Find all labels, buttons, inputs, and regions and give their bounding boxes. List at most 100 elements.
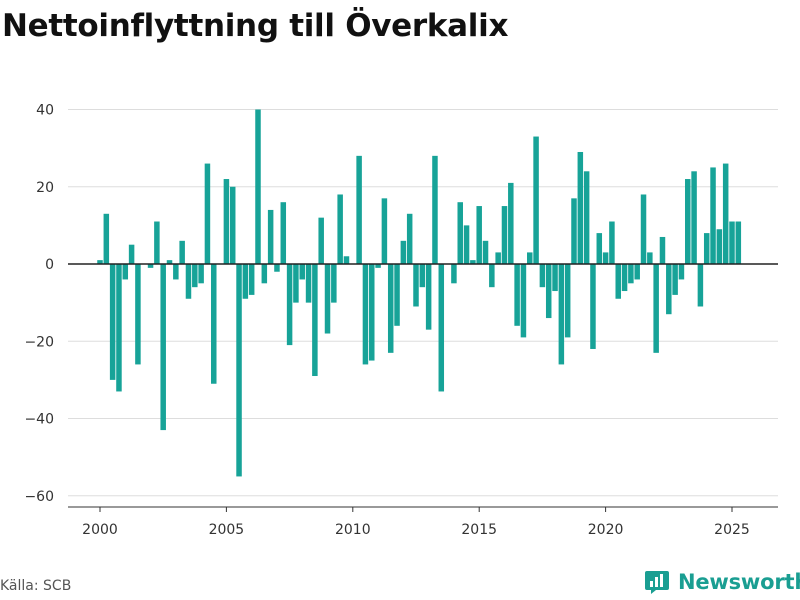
bar bbox=[229, 186, 236, 264]
bar bbox=[476, 206, 482, 264]
bar bbox=[356, 155, 362, 264]
bar bbox=[381, 198, 388, 264]
bar bbox=[280, 202, 287, 264]
bar bbox=[223, 179, 230, 264]
bar bbox=[400, 240, 407, 264]
gridlines bbox=[68, 109, 778, 497]
bar bbox=[508, 182, 514, 264]
bar bbox=[369, 264, 375, 361]
bar bbox=[179, 240, 185, 264]
bar bbox=[211, 264, 217, 384]
bar bbox=[425, 264, 432, 330]
bar bbox=[697, 264, 704, 307]
bar bbox=[710, 167, 716, 264]
bar bbox=[103, 213, 110, 264]
bar bbox=[331, 264, 337, 303]
bar bbox=[495, 252, 501, 264]
bar bbox=[539, 264, 546, 288]
bar bbox=[432, 155, 438, 264]
brand-name: Newsworthy bbox=[678, 570, 800, 594]
bar bbox=[116, 264, 122, 392]
bar bbox=[571, 198, 577, 264]
bar bbox=[173, 264, 179, 280]
y-tick-label: 0 bbox=[45, 257, 54, 273]
bars bbox=[97, 109, 742, 477]
bar bbox=[286, 264, 293, 346]
y-tick-label: 40 bbox=[36, 103, 54, 119]
bar bbox=[293, 264, 299, 303]
bar bbox=[552, 264, 558, 292]
bar bbox=[703, 233, 710, 264]
chart-title: Nettoinflyttning till Överkalix bbox=[2, 8, 509, 44]
bar bbox=[135, 264, 141, 365]
bar bbox=[634, 264, 640, 280]
bar bbox=[577, 151, 584, 264]
bar bbox=[147, 264, 154, 268]
bar bbox=[160, 264, 166, 431]
x-tick-label: 2015 bbox=[461, 522, 497, 538]
bar bbox=[457, 202, 463, 264]
bar bbox=[596, 233, 603, 264]
bar bbox=[312, 264, 318, 377]
bar bbox=[628, 264, 634, 284]
bar bbox=[735, 221, 742, 264]
bar bbox=[109, 264, 116, 380]
y-tick-label: −60 bbox=[24, 489, 54, 505]
newsworthy-logo-icon bbox=[645, 571, 669, 594]
bar bbox=[615, 264, 621, 299]
bar bbox=[533, 136, 539, 264]
bar bbox=[647, 252, 653, 264]
x-tick-label: 2020 bbox=[588, 522, 624, 538]
bar bbox=[255, 109, 261, 264]
source-note: Källa: SCB bbox=[0, 578, 72, 594]
x-tick-label: 2010 bbox=[335, 522, 371, 538]
bar bbox=[375, 264, 381, 268]
bar bbox=[722, 163, 729, 264]
bar bbox=[362, 264, 369, 365]
bar bbox=[204, 163, 211, 264]
bar bbox=[564, 264, 571, 338]
bar bbox=[324, 264, 331, 334]
bar bbox=[590, 264, 596, 349]
bar bbox=[463, 225, 470, 265]
bar bbox=[729, 221, 735, 264]
bar bbox=[122, 264, 129, 280]
bar bbox=[470, 260, 476, 264]
bar bbox=[659, 236, 666, 264]
bar bbox=[406, 213, 413, 264]
y-tick-label: −20 bbox=[24, 334, 54, 350]
bar bbox=[653, 264, 659, 353]
y-tick-label: −40 bbox=[24, 412, 54, 428]
bar bbox=[489, 264, 495, 288]
bar bbox=[451, 264, 457, 284]
bar bbox=[672, 264, 678, 295]
bar bbox=[318, 217, 324, 264]
y-tick-label: 20 bbox=[36, 180, 54, 196]
bar bbox=[166, 260, 173, 264]
x-tick-label: 2000 bbox=[82, 522, 118, 538]
bar bbox=[514, 264, 520, 326]
bar bbox=[261, 264, 268, 284]
bar bbox=[305, 264, 312, 303]
bar bbox=[691, 171, 697, 264]
bar bbox=[716, 229, 723, 264]
bar bbox=[482, 240, 489, 264]
bar bbox=[666, 264, 672, 315]
bar bbox=[583, 171, 590, 264]
bar bbox=[248, 264, 255, 295]
x-tick-label: 2005 bbox=[209, 522, 245, 538]
x-tick-label: 2025 bbox=[714, 522, 750, 538]
axes: 40 20 0 −20 −40 −60 2000 2005 2010 2015 2020 2025 bbox=[24, 103, 778, 538]
bar bbox=[394, 264, 400, 326]
bar bbox=[198, 264, 204, 284]
bar bbox=[128, 244, 135, 264]
bar bbox=[154, 221, 160, 264]
bar bbox=[236, 264, 242, 477]
bar bbox=[558, 264, 565, 365]
bar bbox=[501, 206, 508, 264]
brand-logo: Newsworthy bbox=[644, 569, 800, 595]
bar bbox=[640, 194, 647, 264]
bar bbox=[621, 264, 628, 292]
bar bbox=[274, 264, 280, 272]
